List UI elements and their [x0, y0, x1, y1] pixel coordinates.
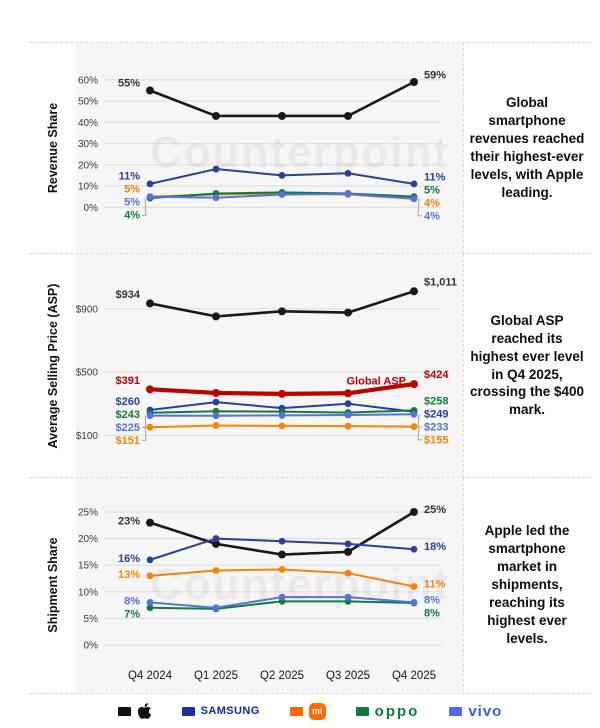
svg-text:8%: 8% [124, 595, 140, 607]
svg-text:$424: $424 [424, 369, 449, 381]
apple-logo-icon [137, 703, 151, 719]
svg-text:Q4 2025: Q4 2025 [392, 670, 436, 682]
revenue-share-axis-title: Revenue Share [46, 102, 60, 194]
legend-item-apple [117, 702, 152, 720]
revenue-share-axis-title-col: Revenue Share [30, 43, 76, 253]
svg-text:$225: $225 [116, 421, 140, 433]
oppo-logo: oppo [374, 702, 420, 720]
svg-text:$249: $249 [424, 408, 448, 420]
revenue-share-section: Revenue Share 0% 10% 20% 30% 40% 50% 60% 55% 11%… [30, 42, 590, 253]
svg-text:11%: 11% [424, 578, 446, 590]
shipment-share-axis-title-col: Shipment Share [30, 478, 76, 692]
svg-text:30%: 30% [78, 139, 98, 150]
svg-text:5%: 5% [124, 183, 140, 195]
asp-axis-title: Average Selling Price (ASP) [46, 283, 60, 448]
svg-text:$260: $260 [116, 395, 140, 407]
svg-text:8%: 8% [424, 607, 440, 619]
shipment-share-note-panel: Apple led the smartphone market in shipm… [463, 478, 590, 692]
svg-text:13%: 13% [118, 568, 140, 580]
svg-text:25%: 25% [78, 507, 98, 518]
svg-text:5%: 5% [124, 196, 140, 208]
svg-text:0%: 0% [84, 640, 99, 651]
vivo-swatch [449, 706, 463, 716]
revenue-share-chart: 0% 10% 20% 30% 40% 50% 60% 55% 11% 5% 5% 4% 59% 11% 5%… [76, 43, 463, 253]
svg-text:$233: $233 [424, 421, 448, 433]
svg-text:$500: $500 [76, 367, 98, 378]
svg-text:Q3 2025: Q3 2025 [326, 670, 370, 682]
svg-text:16%: 16% [118, 552, 140, 564]
mi-logo: mi [308, 702, 326, 720]
svg-text:4%: 4% [424, 210, 440, 222]
legend-item-mi: mi [289, 702, 326, 720]
svg-text:$1,011: $1,011 [424, 276, 457, 288]
svg-text:23%: 23% [118, 515, 140, 527]
svg-text:5%: 5% [424, 184, 440, 196]
oppo-swatch [355, 706, 369, 716]
asp-axis-title-col: Average Selling Price (ASP) [30, 254, 76, 477]
asp-section: Average Selling Price (ASP) $100 $500 $900… [30, 253, 590, 477]
mi-swatch [289, 706, 303, 716]
svg-text:$900: $900 [76, 304, 98, 315]
svg-text:20%: 20% [78, 534, 98, 545]
svg-text:Global ASP: Global ASP [347, 375, 407, 387]
svg-text:4%: 4% [424, 197, 440, 209]
svg-text:Q4 2024: Q4 2024 [128, 670, 173, 682]
vivo-logo: vivo [468, 702, 503, 720]
svg-text:$934: $934 [116, 289, 141, 301]
samsung-swatch [181, 706, 195, 716]
asp-note-panel: Global ASP reached its highest ever leve… [463, 254, 590, 477]
legend-item-vivo: vivo [449, 703, 502, 720]
svg-text:11%: 11% [424, 171, 446, 183]
asp-chart: $100 $500 $900 Global ASP $934 $391 $260 $243 $2… [76, 254, 463, 477]
legend-item-oppo: oppo [355, 702, 420, 720]
svg-text:11%: 11% [119, 170, 141, 182]
svg-text:25%: 25% [424, 503, 446, 515]
svg-text:$100: $100 [76, 430, 98, 441]
svg-text:4%: 4% [124, 209, 140, 221]
shipment-share-note: Apple led the smartphone market in shipm… [484, 523, 570, 646]
revenue-share-plot: 0%10%20%30%40%50%60% 55%11%5%5%4%59%11%5%… [78, 69, 446, 222]
asp-note: Global ASP reached its highest ever leve… [469, 312, 585, 418]
svg-text:60%: 60% [78, 75, 98, 86]
legend-item-samsung: SAMSUNG [181, 705, 260, 717]
svg-text:7%: 7% [124, 608, 140, 620]
svg-text:40%: 40% [78, 117, 98, 128]
svg-text:5%: 5% [84, 613, 99, 624]
svg-text:8%: 8% [424, 594, 440, 606]
shipment-share-axis-title: Shipment Share [46, 537, 60, 633]
samsung-logo: SAMSUNG [200, 705, 260, 717]
legend: SAMSUNG mi oppo vivo [30, 693, 590, 728]
svg-text:18%: 18% [424, 541, 446, 553]
svg-text:$155: $155 [424, 434, 448, 446]
svg-text:0%: 0% [84, 202, 99, 213]
svg-text:Q1 2025: Q1 2025 [194, 670, 238, 682]
revenue-share-note-panel: Global smartphone revenues reached their… [463, 43, 590, 253]
revenue-share-note: Global smartphone revenues reached their… [469, 95, 585, 200]
svg-text:$151: $151 [116, 434, 140, 446]
shipment-share-plot: 0%5%10%15%20%25%23%16%13%8%7%25%18%11%8%… [78, 503, 446, 682]
svg-text:50%: 50% [78, 96, 98, 107]
svg-text:59%: 59% [424, 69, 446, 81]
svg-text:$258: $258 [424, 395, 448, 407]
svg-text:Q2 2025: Q2 2025 [260, 670, 304, 682]
shipment-share-section: Shipment Share 0% 5% 10% 15% 20% 25% 23% 16% 13%… [30, 477, 590, 692]
svg-text:$243: $243 [116, 408, 140, 420]
svg-text:55%: 55% [118, 77, 140, 89]
apple-swatch [117, 706, 131, 716]
shipment-share-chart: 0% 5% 10% 15% 20% 25% 23% 16% 13% 8% 7% 25% 18% 11% 8%… [76, 478, 463, 692]
chart-rows: Revenue Share 0% 10% 20% 30% 40% 50% 60% 55% 11%… [30, 42, 590, 692]
svg-text:10%: 10% [78, 587, 98, 598]
svg-text:10%: 10% [78, 181, 98, 192]
svg-text:$391: $391 [116, 375, 140, 387]
svg-text:15%: 15% [78, 560, 98, 571]
svg-text:20%: 20% [78, 160, 98, 171]
